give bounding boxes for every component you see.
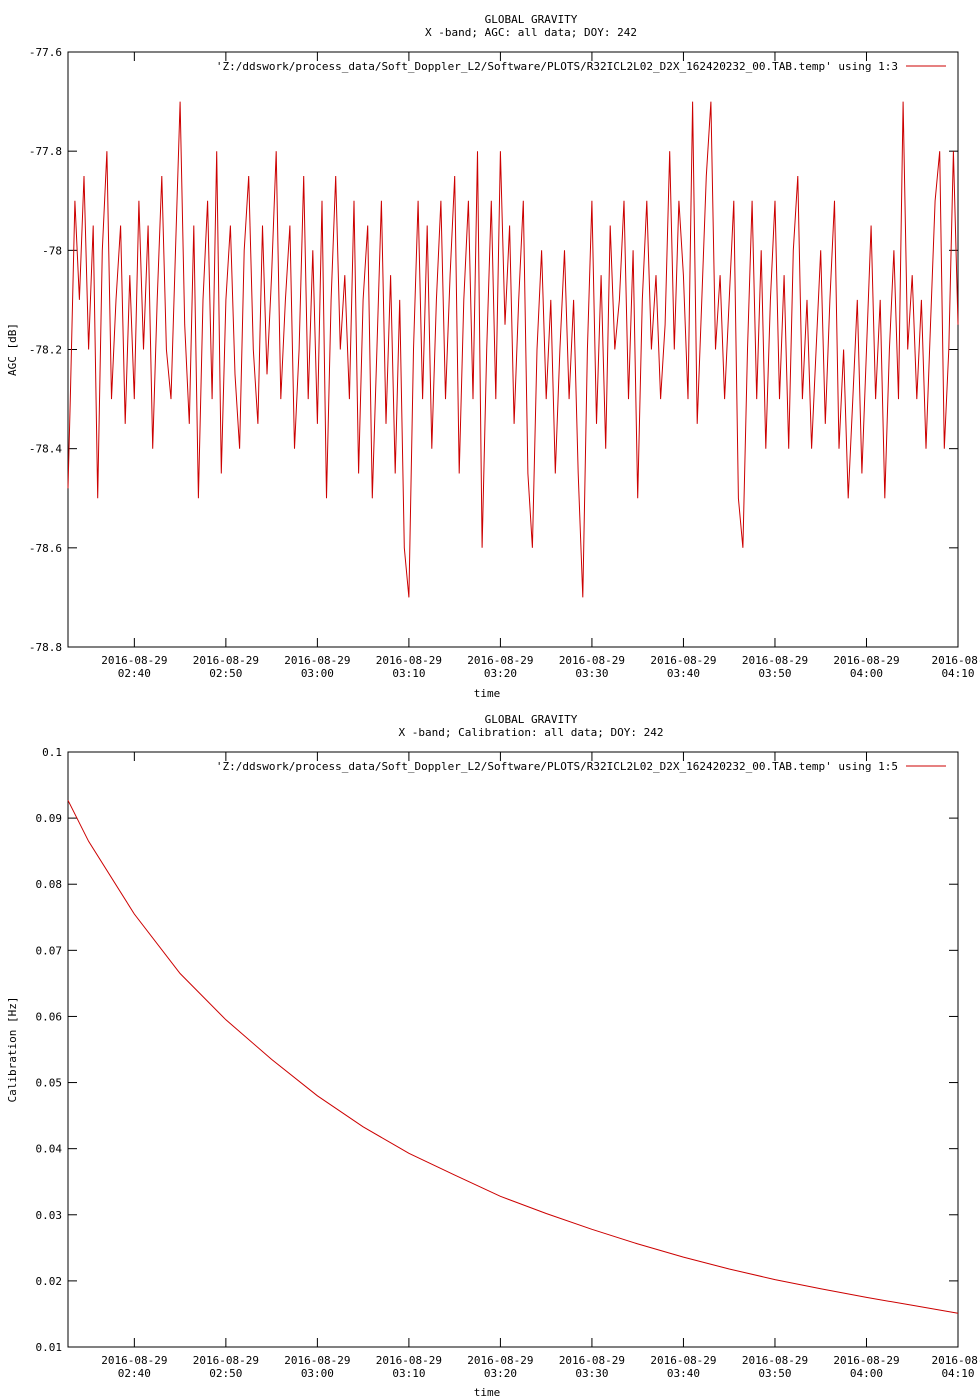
x-tick-time-label: 04:00 xyxy=(850,667,883,680)
x-tick-date-label: 2016-08-29 xyxy=(742,1354,808,1367)
x-tick-time-label: 03:00 xyxy=(301,1367,334,1380)
x-tick-time-label: 02:50 xyxy=(209,1367,242,1380)
x-tick-time-label: 03:30 xyxy=(575,1367,608,1380)
x-tick-time-label: 02:40 xyxy=(118,667,151,680)
y-tick-label: 0.05 xyxy=(36,1077,63,1090)
x-tick-time-label: 03:20 xyxy=(484,1367,517,1380)
x-tick-date-label: 2016-08-29 xyxy=(376,1354,442,1367)
y-tick-label: -78.8 xyxy=(29,641,62,654)
x-tick-time-label: 02:40 xyxy=(118,1367,151,1380)
x-tick-time-label: 03:10 xyxy=(392,1367,425,1380)
x-tick-time-label: 03:40 xyxy=(667,667,700,680)
y-tick-label: 0.1 xyxy=(42,746,62,759)
x-tick-date-label: 2016-08-29 xyxy=(833,654,899,667)
x-tick-date-label: 2016-08-29 xyxy=(559,1354,625,1367)
series-line xyxy=(67,101,959,598)
x-tick-time-label: 03:40 xyxy=(667,1367,700,1380)
x-tick-time-label: 03:30 xyxy=(575,667,608,680)
y-tick-label: -77.6 xyxy=(29,46,62,59)
x-tick-date-label: 2016-08-29 xyxy=(193,654,259,667)
y-tick-label: -78.2 xyxy=(29,344,62,357)
plot-frame xyxy=(67,751,959,1348)
y-tick-label: 0.06 xyxy=(36,1010,63,1023)
x-tick-time-label: 04:00 xyxy=(850,1367,883,1380)
series-line xyxy=(67,800,959,1314)
x-tick-time-label: 03:20 xyxy=(484,667,517,680)
x-tick-time-label: 03:50 xyxy=(758,667,791,680)
chart-subtitle: X -band; Calibration: all data; DOY: 242 xyxy=(399,726,664,739)
x-tick-date-label: 2016-08-29 xyxy=(376,654,442,667)
x-axis-label: time xyxy=(474,1386,501,1399)
x-tick-time-label: 04:10 xyxy=(941,667,974,680)
chart-title: GLOBAL GRAVITY xyxy=(485,13,578,26)
x-tick-date-label: 2016-08-29 xyxy=(467,654,533,667)
x-tick-date-label: 2016-08- xyxy=(932,1354,980,1367)
legend-label: 'Z:/ddswork/process_data/Soft_Doppler_L2… xyxy=(216,760,898,773)
x-tick-time-label: 03:00 xyxy=(301,667,334,680)
x-tick-date-label: 2016-08-29 xyxy=(101,654,167,667)
chart-subtitle: X -band; AGC: all data; DOY: 242 xyxy=(425,26,637,39)
chart-title: GLOBAL GRAVITY xyxy=(485,713,578,726)
x-tick-date-label: 2016-08-29 xyxy=(193,1354,259,1367)
x-tick-date-label: 2016-08-29 xyxy=(284,654,350,667)
x-tick-time-label: 03:50 xyxy=(758,1367,791,1380)
x-tick-date-label: 2016-08-29 xyxy=(559,654,625,667)
x-tick-date-label: 2016-08-29 xyxy=(742,654,808,667)
x-tick-date-label: 2016-08- xyxy=(932,654,980,667)
x-tick-date-label: 2016-08-29 xyxy=(101,1354,167,1367)
y-tick-label: 0.09 xyxy=(36,812,63,825)
y-tick-label: -78 xyxy=(42,244,62,257)
x-tick-time-label: 02:50 xyxy=(209,667,242,680)
x-tick-date-label: 2016-08-29 xyxy=(650,1354,716,1367)
y-tick-label: 0.04 xyxy=(36,1143,63,1156)
y-axis-label: Calibration [Hz] xyxy=(6,997,19,1103)
x-axis-label: time xyxy=(474,687,501,700)
y-tick-label: -77.8 xyxy=(29,145,62,158)
y-tick-label: 0.02 xyxy=(36,1275,63,1288)
y-tick-label: 0.07 xyxy=(36,944,63,957)
y-tick-label: 0.03 xyxy=(36,1209,63,1222)
y-axis-label: AGC [dB] xyxy=(6,323,19,376)
x-tick-date-label: 2016-08-29 xyxy=(833,1354,899,1367)
x-tick-time-label: 03:10 xyxy=(392,667,425,680)
x-tick-date-label: 2016-08-29 xyxy=(650,654,716,667)
legend-label: 'Z:/ddswork/process_data/Soft_Doppler_L2… xyxy=(216,60,898,73)
x-tick-date-label: 2016-08-29 xyxy=(467,1354,533,1367)
y-tick-label: 0.01 xyxy=(36,1341,63,1354)
x-tick-time-label: 04:10 xyxy=(941,1367,974,1380)
y-tick-label: 0.08 xyxy=(36,878,63,891)
y-tick-label: -78.4 xyxy=(29,443,62,456)
y-tick-label: -78.6 xyxy=(29,542,62,555)
x-tick-date-label: 2016-08-29 xyxy=(284,1354,350,1367)
